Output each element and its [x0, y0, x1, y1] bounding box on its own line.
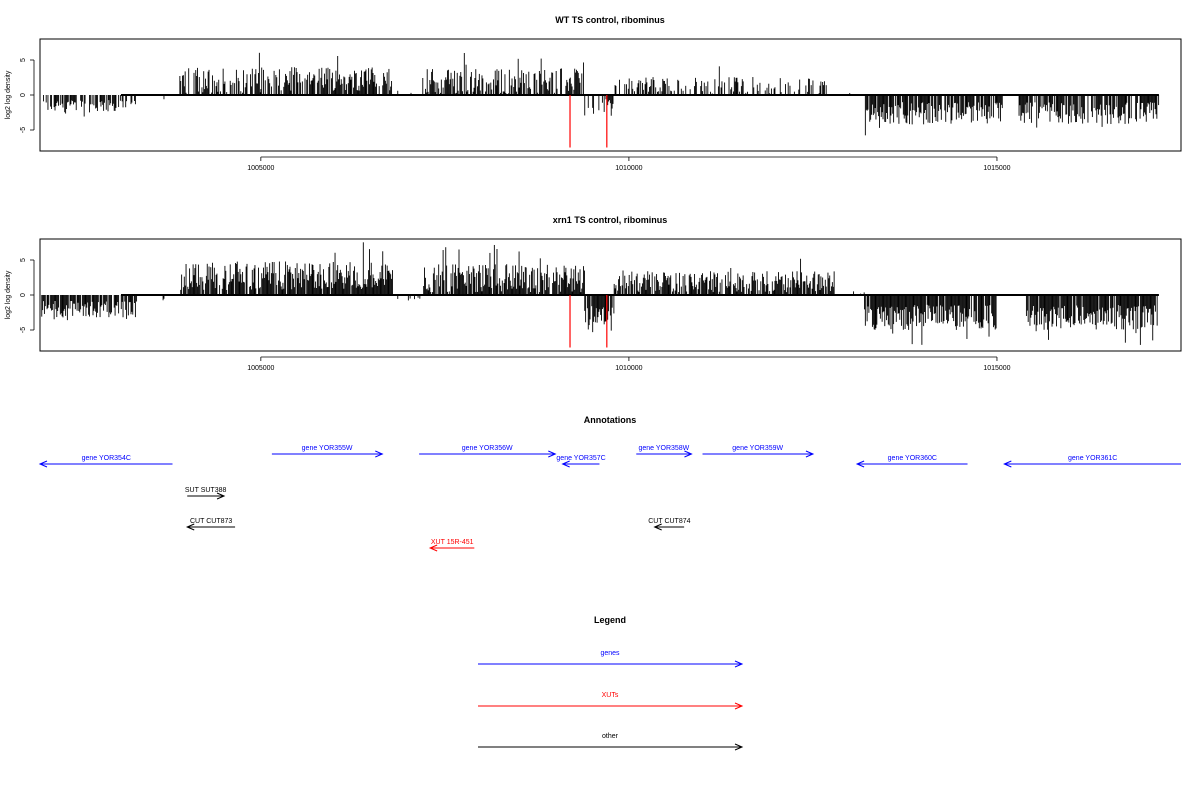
- panel-wt-frame: [39, 38, 1182, 152]
- feature-label: SUT SUT388: [185, 487, 227, 494]
- x-tick-label: 1005000: [247, 165, 274, 172]
- feature-gene-yor358w: gene YOR358W: [636, 445, 693, 458]
- feature-arrowhead: [855, 460, 865, 468]
- feature-arrowhead: [548, 450, 557, 458]
- feature-sut-sut388: SUT SUT388: [185, 487, 227, 500]
- feature-label: gene YOR354C: [82, 455, 131, 462]
- y-tick-label: 0: [20, 93, 27, 97]
- feature-label: CUT CUT874: [648, 518, 690, 525]
- panel-wt: WT TS control, ribominus log2 log densit…: [5, 15, 1182, 172]
- feature-label: gene YOR357C: [556, 455, 605, 462]
- feature-arrowhead: [428, 544, 438, 552]
- feature-gene-yor354c: gene YOR354C: [38, 455, 173, 468]
- feature-xut-15r-451: XUT 15R-451: [428, 539, 475, 552]
- feature-label: gene YOR359W: [732, 445, 783, 452]
- panel-xrn1-frame: [39, 238, 1182, 352]
- feature-label: XUT 15R-451: [431, 539, 474, 546]
- x-tick-label: 1005000: [247, 365, 274, 372]
- annotation-features: gene YOR354C gene YOR355W gene YOR356W gene…: [38, 445, 1181, 552]
- panel-xrn1-ylabel: log2 log density: [5, 270, 12, 319]
- legend-items: genes XUTs other: [478, 650, 744, 751]
- feature-label: gene YOR361C: [1068, 455, 1117, 462]
- feature-gene-yor356w: gene YOR356W: [419, 445, 557, 458]
- y-tick-label: -5: [20, 127, 27, 133]
- legend-item-other: other: [478, 733, 744, 751]
- feature-cut-cut874: CUT CUT874: [648, 518, 691, 531]
- feature-arrowhead: [185, 523, 195, 531]
- feature-arrowhead: [38, 460, 48, 468]
- x-tick-label: 1010000: [615, 165, 642, 172]
- panel-xrn1-axes: -5 0 5 1005000 1010000 1015000: [20, 258, 1011, 372]
- feature-gene-yor357c: gene YOR357C: [556, 455, 606, 468]
- x-tick-label: 1010000: [615, 365, 642, 372]
- legend-title: Legend: [594, 615, 626, 625]
- feature-label: gene YOR355W: [302, 445, 353, 452]
- legend-label: XUTs: [602, 692, 619, 699]
- legend-arrowhead: [734, 660, 744, 668]
- x-tick-label: 1015000: [983, 165, 1010, 172]
- feature-cut-cut873: CUT CUT873: [185, 518, 236, 531]
- y-tick-label: 0: [20, 293, 27, 297]
- panel-wt-title: WT TS control, ribominus: [555, 15, 665, 25]
- legend-arrowhead: [734, 702, 744, 710]
- feature-arrowhead: [805, 450, 815, 458]
- feature-label: gene YOR358W: [638, 445, 689, 452]
- feature-arrowhead: [1003, 460, 1012, 468]
- legend-label: genes: [600, 650, 620, 657]
- annotations-title: Annotations: [584, 415, 637, 425]
- legend-arrowhead: [734, 743, 744, 751]
- legend-label: other: [602, 733, 619, 740]
- feature-arrowhead: [684, 450, 693, 458]
- y-tick-label: 5: [20, 258, 27, 262]
- feature-arrowhead: [216, 492, 226, 500]
- feature-gene-yor361c: gene YOR361C: [1003, 455, 1181, 468]
- feature-label: gene YOR360C: [888, 455, 937, 462]
- panel-xrn1-title: xrn1 TS control, ribominus: [553, 215, 668, 225]
- panel-wt-axes: -5 0 5 1005000 1010000 1015000: [20, 58, 1011, 172]
- feature-arrowhead: [375, 450, 384, 458]
- legend-item-genes: genes: [478, 650, 744, 668]
- feature-gene-yor355w: gene YOR355W: [271, 445, 384, 458]
- panel-xrn1: xrn1 TS control, ribominus log2 log dens…: [5, 215, 1182, 372]
- y-tick-label: 5: [20, 58, 27, 62]
- feature-label: gene YOR356W: [462, 445, 513, 452]
- legend-item-xuts: XUTs: [478, 692, 744, 710]
- y-tick-label: -5: [20, 327, 27, 333]
- legend: Legend genes XUTs other: [478, 615, 744, 751]
- panel-wt-ylabel: log2 log density: [5, 70, 12, 119]
- x-tick-label: 1015000: [983, 365, 1010, 372]
- feature-arrowhead: [653, 523, 662, 531]
- feature-label: CUT CUT873: [190, 518, 232, 525]
- feature-gene-yor360c: gene YOR360C: [855, 455, 968, 468]
- feature-arrowhead: [561, 460, 570, 468]
- panel-wt-bars: [43, 52, 1160, 148]
- feature-gene-yor359w: gene YOR359W: [702, 445, 815, 458]
- panel-xrn1-bars: [41, 242, 1159, 348]
